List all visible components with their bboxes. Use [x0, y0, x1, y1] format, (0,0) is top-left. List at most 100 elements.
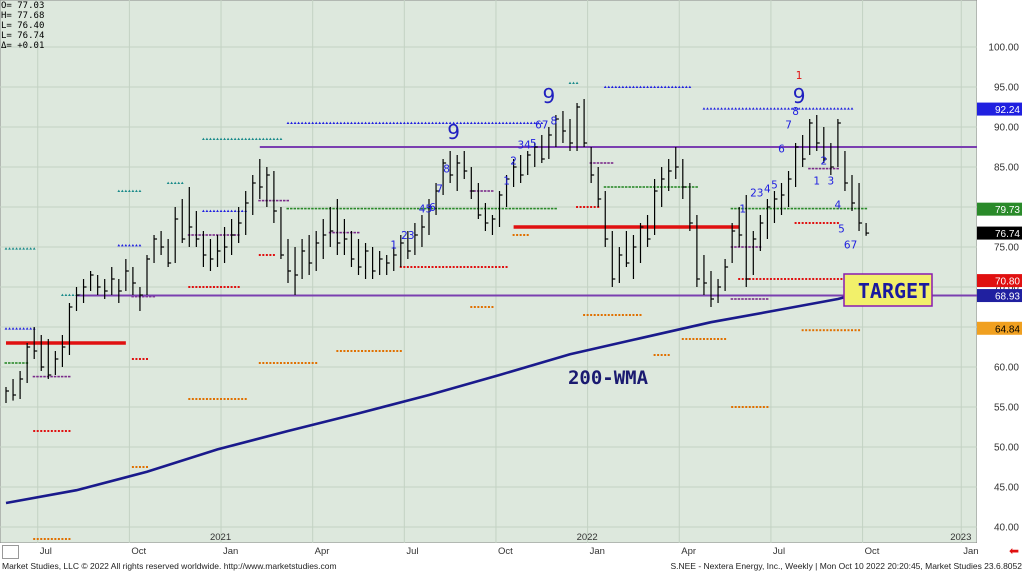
- tdst-mark: [304, 121, 308, 124]
- tdst-mark: [607, 85, 611, 88]
- tdst-mark: [4, 327, 8, 330]
- setup-count-label: 67: [844, 240, 857, 252]
- tdst-mark: [787, 278, 790, 280]
- ohlc-bar: [646, 215, 651, 247]
- price-tag-bg: [977, 321, 1022, 335]
- tdst-mark: [308, 362, 311, 364]
- tdst-mark: [307, 121, 311, 124]
- y-tick-label: 75.00: [994, 243, 1019, 254]
- x-tick-label: Oct: [498, 546, 513, 557]
- tdst-mark: [628, 314, 631, 316]
- tdst-mark: [822, 222, 825, 224]
- tdst-mark: [858, 329, 861, 332]
- xaxis-panel: [0, 543, 977, 560]
- tdst-mark: [212, 137, 216, 140]
- tdst-mark: [265, 362, 268, 364]
- tdst-mark: [227, 398, 230, 400]
- tdst-mark: [449, 266, 452, 268]
- ohlc-low: L= 76.40: [1, 21, 45, 31]
- tdst-mark: [840, 107, 843, 110]
- tdst-mark: [836, 222, 839, 224]
- tdst-mark: [776, 278, 779, 280]
- tdst-mark: [854, 329, 857, 332]
- tdst-mark: [804, 207, 808, 210]
- tdst-mark: [435, 266, 438, 268]
- setup-count-label: 8: [792, 106, 799, 118]
- tdst-mark: [833, 222, 836, 224]
- tdst-mark: [540, 121, 544, 124]
- tdst-mark: [677, 186, 681, 188]
- tdst-mark: [811, 167, 815, 170]
- tdst-mark: [625, 314, 628, 316]
- scroll-thumb[interactable]: [2, 545, 19, 559]
- tdst-mark: [343, 350, 346, 352]
- tdst-mark: [748, 107, 752, 110]
- tdst-mark: [815, 278, 818, 280]
- tdst-mark: [572, 81, 575, 84]
- tdst-mark: [138, 466, 141, 468]
- tdst-mark: [776, 107, 780, 110]
- tdst-mark: [738, 406, 741, 408]
- footer: Market Studies, LLC © 2022 All rights re…: [0, 560, 1024, 573]
- tdst-mark: [543, 207, 547, 210]
- tdst-mark: [769, 278, 772, 280]
- price-tag: 92.24: [977, 102, 1022, 116]
- tdst-mark: [142, 466, 145, 468]
- tdst-mark: [117, 189, 121, 192]
- tdst-mark: [135, 466, 138, 468]
- ohlc-bar: [350, 231, 355, 267]
- tdst-mark: [230, 286, 233, 288]
- tdst-mark: [131, 358, 134, 360]
- tdst-mark: [321, 207, 325, 210]
- ohlc-bar: [731, 223, 736, 263]
- tdst-mark: [205, 398, 208, 400]
- price-tag: 76.74: [977, 226, 1022, 240]
- tdst-mark: [402, 121, 406, 124]
- tdst-mark: [188, 398, 191, 400]
- tdst-mark: [586, 206, 589, 208]
- tdst-mark: [385, 350, 388, 352]
- tdst-mark: [526, 207, 529, 210]
- tdst-mark: [420, 121, 424, 124]
- tdst-mark: [583, 206, 586, 208]
- tdst-mark: [40, 538, 43, 540]
- x-year-label: 2023: [950, 532, 971, 543]
- ohlc-bar: [238, 207, 242, 243]
- tdst-mark: [741, 246, 744, 248]
- tdst-mark: [388, 207, 392, 210]
- tdst-mark: [829, 329, 832, 332]
- x-tick-label: Oct: [865, 546, 880, 557]
- tdst-mark: [64, 430, 67, 432]
- ohlc-bar: [336, 199, 341, 255]
- tdst-mark: [603, 85, 607, 88]
- tdst-dot-row: [131, 358, 148, 360]
- tdst-mark: [241, 398, 244, 400]
- tdst-mark: [755, 278, 758, 280]
- tdst-mark: [762, 406, 765, 408]
- ohlc-bar: [597, 167, 602, 207]
- tdst-mark: [822, 278, 825, 280]
- tdst-mark: [755, 107, 759, 110]
- tdst-mark: [346, 350, 349, 352]
- tdst-mark: [11, 327, 15, 330]
- tdst-mark: [272, 137, 276, 140]
- tdst-mark: [769, 107, 773, 110]
- tdst-mark: [188, 286, 191, 288]
- ohlc-bar: [851, 175, 855, 211]
- tdst-mark: [138, 244, 142, 247]
- ohlc-bar: [68, 303, 73, 355]
- arrow-left-icon[interactable]: ⬅: [1008, 544, 1020, 558]
- tdst-mark: [141, 295, 145, 298]
- tdst-mark: [272, 362, 275, 364]
- setup-count-label: 67: [535, 120, 548, 132]
- tdst-mark: [448, 207, 452, 210]
- footer-symbol-info: S.NEE - Nextera Energy, Inc., Weekly | M…: [670, 561, 1022, 571]
- setup-count-label: 23: [750, 188, 763, 200]
- tdst-mark: [695, 338, 698, 340]
- tdst-mark: [146, 466, 148, 468]
- ohlc-bar: [364, 243, 369, 279]
- tdst-mark: [801, 329, 804, 332]
- tdst-mark: [684, 85, 688, 88]
- tdst-mark: [484, 306, 487, 308]
- tdst-mark: [431, 207, 434, 210]
